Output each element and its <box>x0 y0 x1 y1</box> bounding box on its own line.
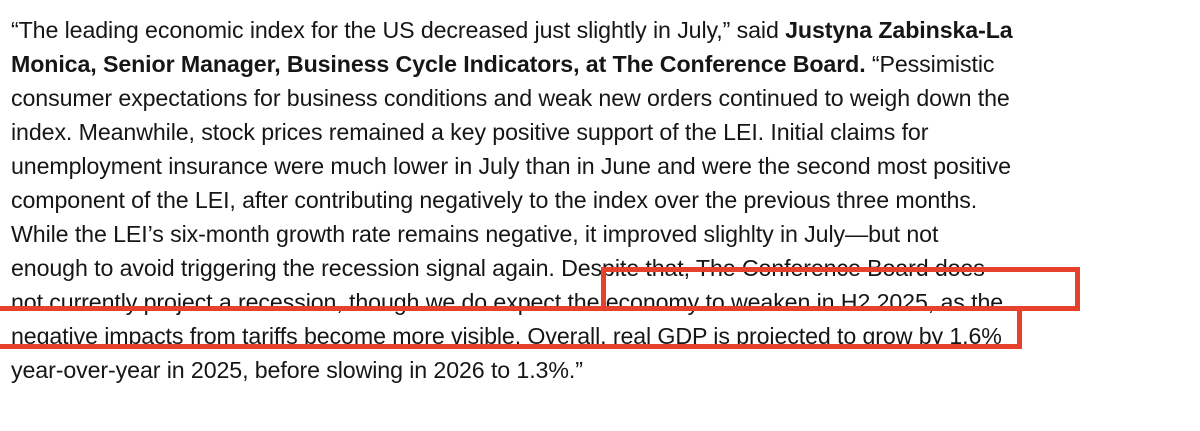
highlighted-text: Despite that, The Conference Board does <box>554 255 985 281</box>
speaker-name: Justyna Zabinska-La <box>785 17 1013 43</box>
quote-line-1: “The leading economic index for the US d… <box>11 13 1196 47</box>
quote-line-2: Monica, Senior Manager, Business Cycle I… <box>11 47 1196 81</box>
quote-line-4: index. Meanwhile, stock prices remained … <box>11 119 929 145</box>
quote-line-5: unemployment insurance were much lower i… <box>11 153 1011 179</box>
quote-text: “Pessimistic <box>865 51 995 77</box>
highlighted-text: not currently project a recession, thoug… <box>11 289 928 315</box>
quote-line-10: negative impacts from tariffs become mor… <box>11 323 1002 349</box>
quote-text: , as the <box>927 289 1004 315</box>
speaker-title: Monica, Senior Manager, Business Cycle I… <box>11 51 866 77</box>
quote-line-11: year-over-year in 2025, before slowing i… <box>11 357 583 383</box>
quote-text: “The leading economic index for the US d… <box>11 17 786 43</box>
quote-line-8: enough to avoid triggering the recession… <box>11 251 1196 285</box>
quote-text: enough to avoid triggering the recession… <box>11 255 555 281</box>
quote-line-6: component of the LEI, after contributing… <box>11 187 978 213</box>
quote-paragraph: “The leading economic index for the US d… <box>11 13 1196 387</box>
quote-line-7: While the LEI’s six-month growth rate re… <box>11 221 939 247</box>
quote-line-9: not currently project a recession, thoug… <box>11 285 1196 319</box>
quote-line-3: consumer expectations for business condi… <box>11 85 1010 111</box>
